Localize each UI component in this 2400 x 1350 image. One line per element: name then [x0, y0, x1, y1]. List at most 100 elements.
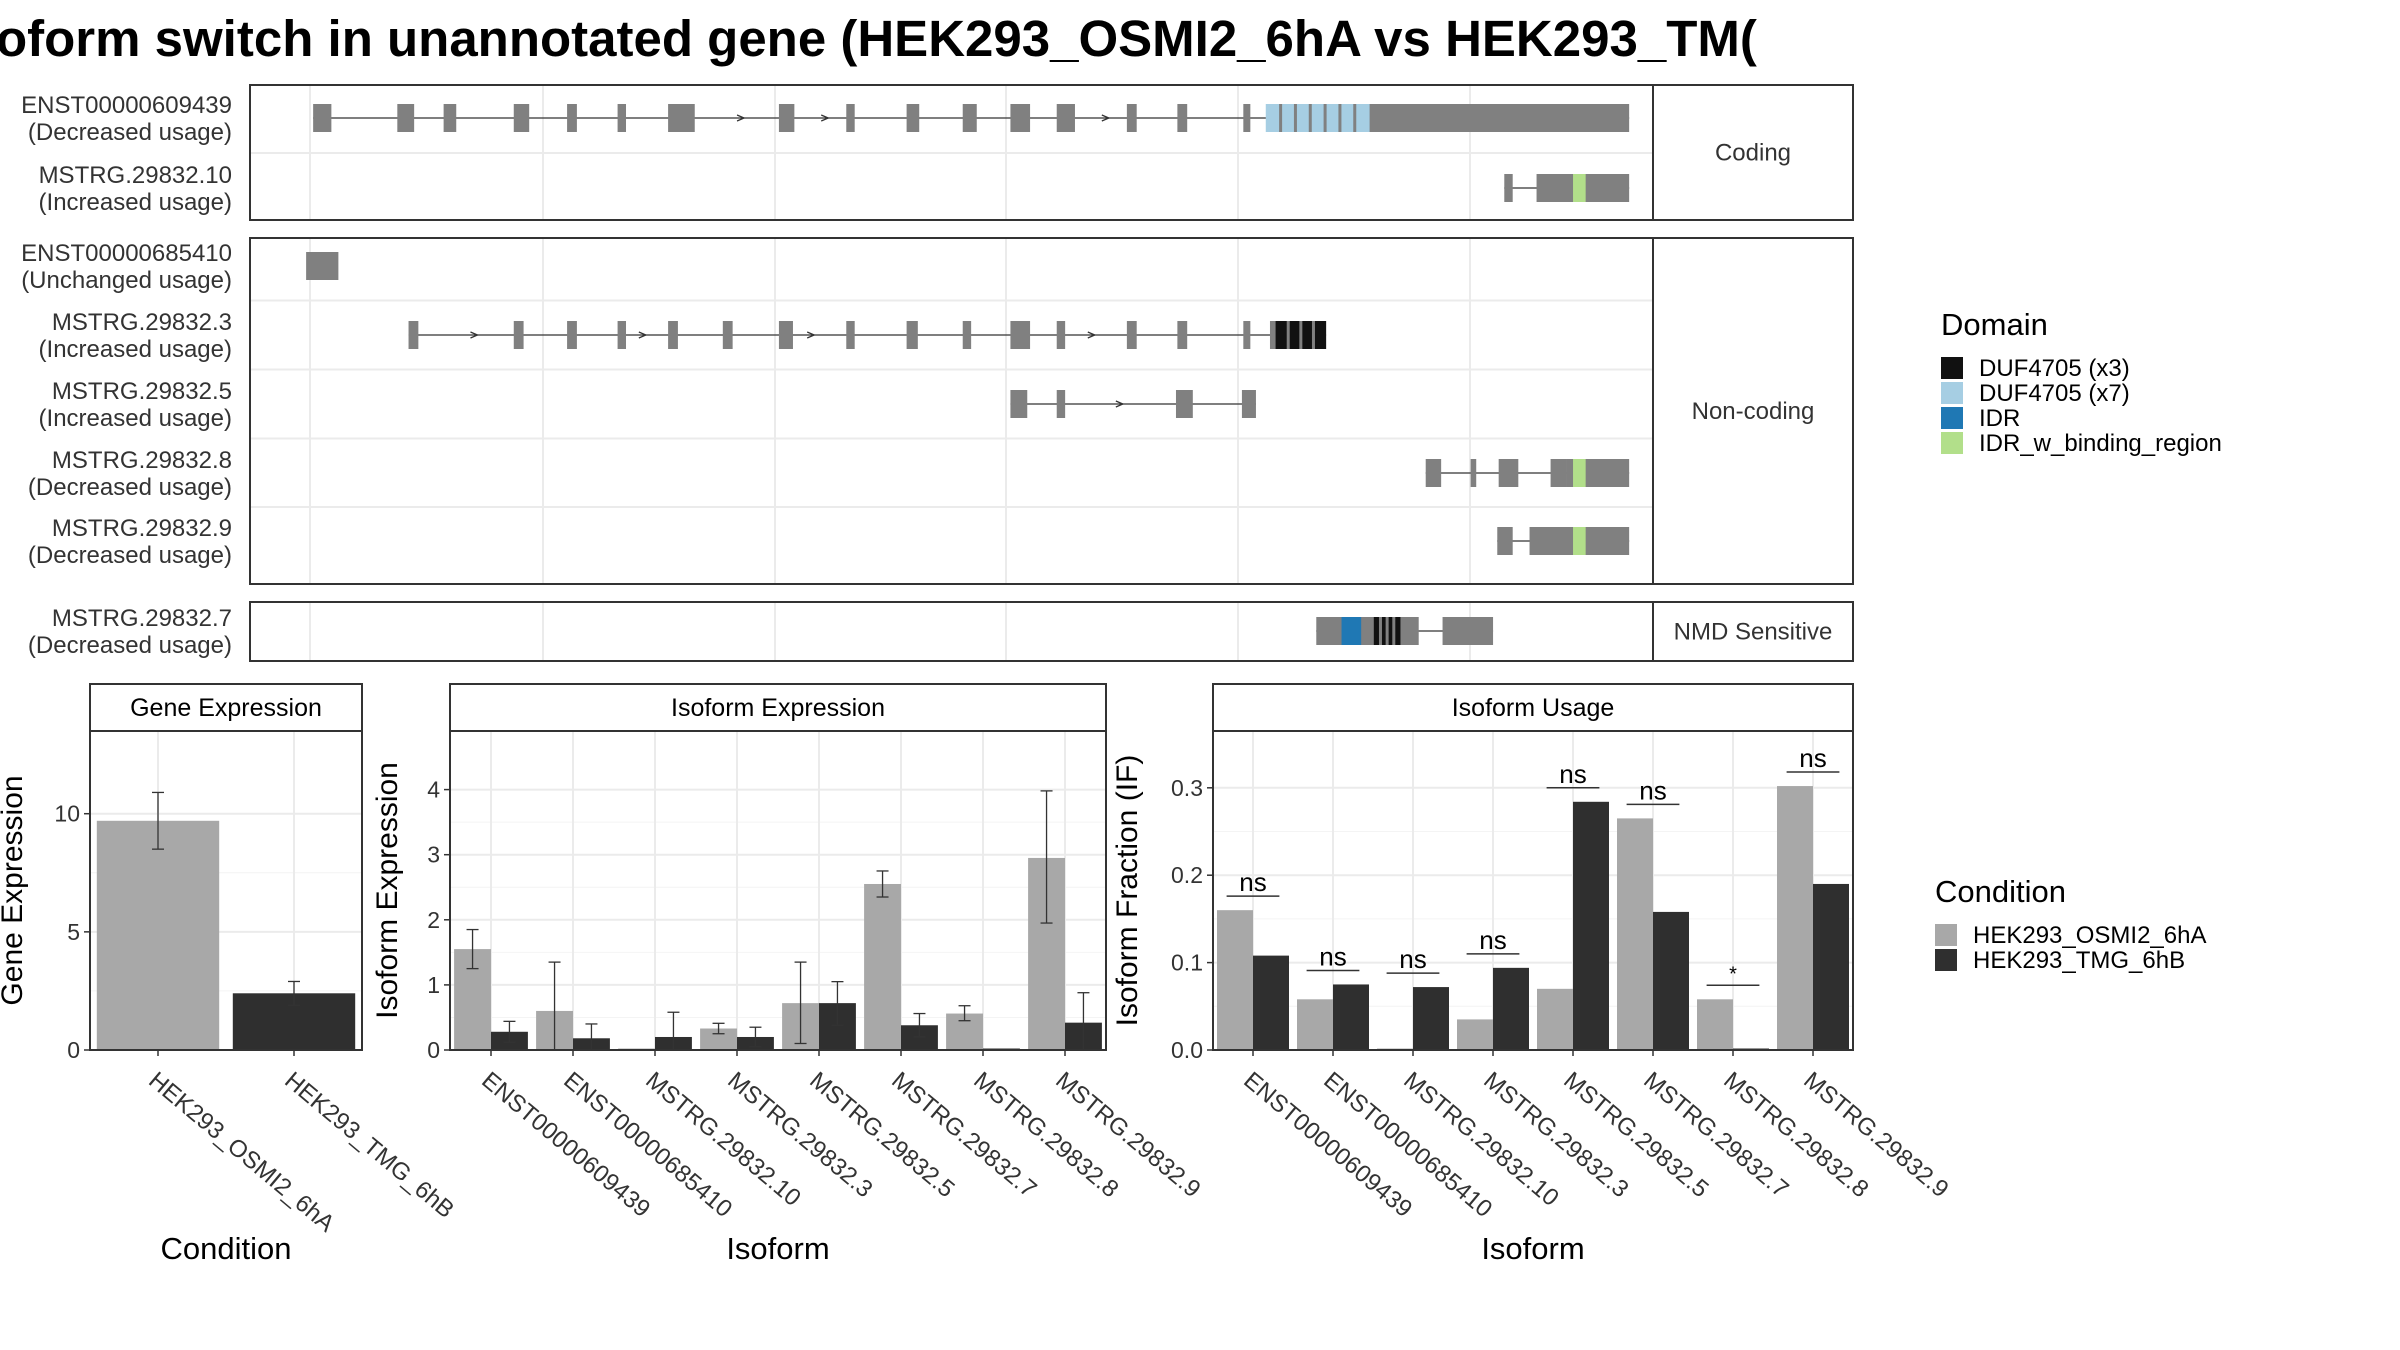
panel-title: Isoform Usage [1452, 694, 1615, 722]
exon [1400, 617, 1419, 645]
bar [1413, 987, 1449, 1050]
significance-label: ns [1799, 743, 1826, 773]
isoform-id-label: MSTRG.29832.9 [52, 515, 232, 542]
exon [1126, 104, 1137, 132]
exon [1558, 174, 1630, 202]
exon [306, 252, 339, 280]
legend-label: HEK293_TMG_6hB [1973, 947, 2185, 974]
x-tick-label: MSTRG.29832.8 [1718, 1067, 1873, 1203]
isoform-usage-label: (Increased usage) [39, 405, 232, 432]
legend-domain: Domain DUF4705 (x3)DUF4705 (x7)IDRIDR_w_b… [1941, 307, 2222, 457]
exon [1056, 321, 1066, 349]
exon [1056, 390, 1066, 418]
significance-label: ns [1559, 759, 1586, 789]
exon [1010, 390, 1028, 418]
legends: Domain DUF4705 (x3)DUF4705 (x7)IDRIDR_w_b… [1935, 307, 2222, 974]
strand-arrow [806, 331, 816, 339]
isoform-usage-label: (Unchanged usage) [21, 267, 232, 294]
exon [1442, 617, 1494, 645]
isoform-id-label: ENST00000685410 [21, 240, 232, 267]
y-tick-label: 10 [54, 801, 80, 827]
exon [1558, 527, 1630, 555]
x-tick-label: MSTRG.29832.3 [1478, 1067, 1633, 1203]
plot-background [1213, 731, 1853, 1050]
exon [1550, 459, 1567, 487]
panel-title: Gene Expression [130, 694, 322, 722]
legend-label: IDR [1979, 405, 2020, 432]
isoform-track: MSTRG.29832.9(Decreased usage) [28, 515, 1630, 569]
exon [617, 321, 627, 349]
y-tick-label: 0 [427, 1037, 440, 1063]
protein-domain [1573, 174, 1586, 202]
strip-label: NMD Sensitive [1674, 619, 1833, 646]
significance-label: ns [1639, 775, 1666, 805]
y-tick-label: 5 [67, 919, 80, 945]
isoform-track: MSTRG.29832.7(Decreased usage) [28, 605, 1494, 659]
strand-arrow [1087, 331, 1097, 339]
x-tick-label: MSTRG.29832.5 [804, 1067, 959, 1203]
structure-panel-1: ENST00000685410(Unchanged usage) MSTRG.29… [21, 237, 1854, 585]
y-axis-label: Isoform Expression [371, 762, 404, 1019]
strand-arrow [820, 114, 830, 122]
x-tick-label: MSTRG.29832.3 [722, 1067, 877, 1203]
strand-arrow [1115, 400, 1125, 408]
y-tick-label: 2 [427, 907, 440, 933]
bar [1813, 883, 1849, 1050]
figure-title: oform switch in unannotated gene (HEK293… [0, 10, 1757, 67]
legend-label: DUF4705 (x7) [1979, 380, 2130, 407]
significance-label: ns [1239, 867, 1266, 897]
isoform-usage-label: (Decreased usage) [28, 119, 232, 146]
x-axis-label: Isoform [726, 1231, 829, 1266]
exon [443, 104, 457, 132]
strip-box [449, 683, 1107, 732]
legend-swatch [1941, 407, 1963, 429]
bar-panel-3: nsENST00000609439nsENST00000685410nsMSTR… [1111, 683, 1954, 1266]
exon [513, 104, 530, 132]
x-axis-label: Isoform [1481, 1231, 1584, 1266]
y-tick-label: 0.2 [1171, 862, 1203, 888]
legend-swatch [1941, 382, 1963, 404]
exon [668, 321, 678, 349]
isoform-track: MSTRG.29832.10(Increased usage) [39, 162, 1630, 216]
legend-title: Condition [1935, 874, 2066, 909]
bar [864, 883, 901, 1050]
isoform-track: MSTRG.29832.3(Increased usage) [39, 309, 1327, 363]
exon [1241, 390, 1256, 418]
legend-swatch [1935, 924, 1957, 946]
structure-panel-0: ENST00000609439(Decreased usage) MSTRG.29… [21, 84, 1854, 221]
exon [1498, 459, 1519, 487]
strip-box [1212, 683, 1854, 732]
x-tick-label: MSTRG.29832.7 [886, 1067, 1041, 1203]
exon [567, 104, 577, 132]
exon [962, 104, 977, 132]
strand-arrow [1101, 114, 1111, 122]
bar [1697, 999, 1733, 1050]
structure-panel-2: MSTRG.29832.7(Decreased usage) NMD Sensit… [28, 601, 1854, 662]
bar [1493, 967, 1529, 1050]
strand-arrow [736, 114, 746, 122]
bar [1537, 988, 1573, 1050]
exon [1425, 459, 1442, 487]
panel-background [250, 238, 1653, 584]
x-tick-label: MSTRG.29832.8 [968, 1067, 1123, 1203]
x-axis-label: Condition [161, 1231, 292, 1266]
bar [1253, 955, 1289, 1050]
isoform-track: MSTRG.29832.8(Decreased usage) [28, 447, 1630, 501]
isoform-id-label: MSTRG.29832.10 [39, 162, 232, 189]
bar [700, 1028, 737, 1050]
isoform-id-label: ENST00000609439 [21, 92, 232, 119]
strip-box [1652, 237, 1854, 585]
y-tick-label: 3 [427, 842, 440, 868]
isoform-id-label: MSTRG.29832.3 [52, 309, 232, 336]
bar [1217, 910, 1253, 1050]
exon [906, 321, 918, 349]
exon [722, 321, 733, 349]
exon [778, 104, 795, 132]
bar [1777, 786, 1813, 1050]
legend-label: DUF4705 (x3) [1979, 355, 2130, 382]
exon [1243, 321, 1251, 349]
bar [1333, 984, 1369, 1050]
x-tick-label: MSTRG.29832.7 [1638, 1067, 1793, 1203]
exon [1243, 104, 1251, 132]
